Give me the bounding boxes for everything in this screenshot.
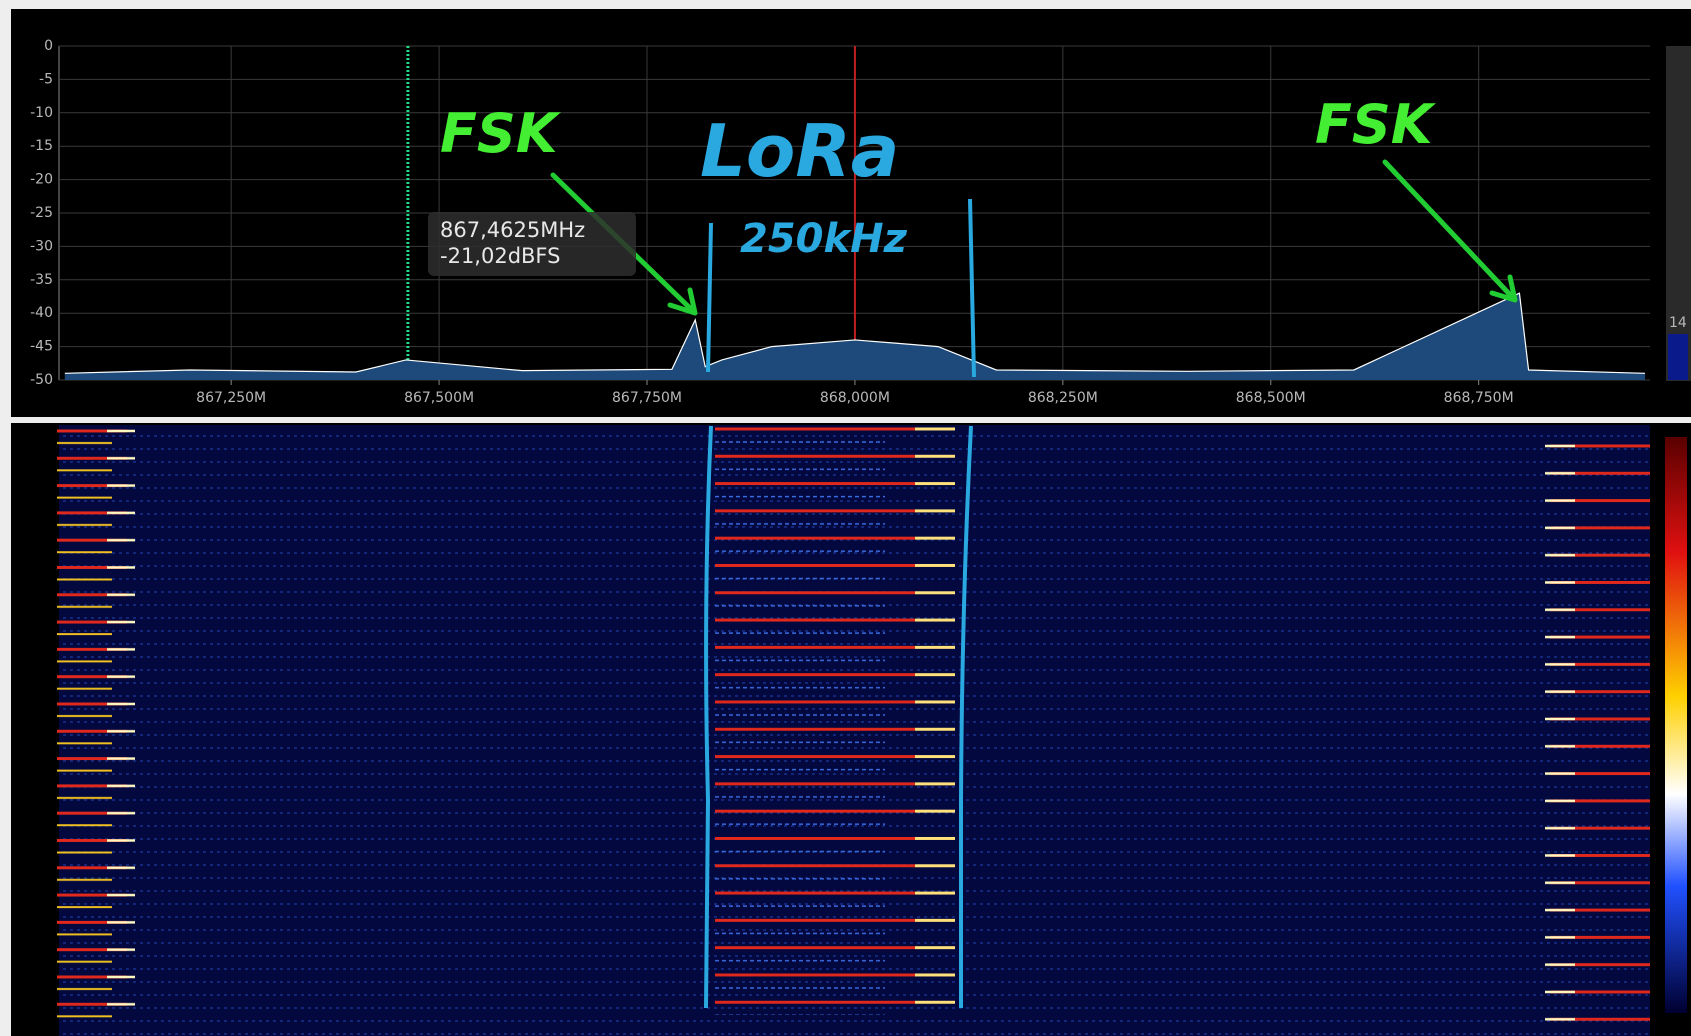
annotation: LoRa [700,109,899,193]
y-tick-label: -35 [30,272,53,288]
x-tick-label: 868,500M [1236,390,1306,406]
y-tick-label: -45 [30,339,53,355]
x-tick-label: 867,750M [612,390,682,406]
waterfall-fsk-bursts [57,428,137,1018]
waterfall-fsk-bursts [1545,443,1650,1033]
scale-level [1668,334,1688,380]
waterfall-lora-bursts [715,425,955,1015]
y-tick-label: -50 [30,372,53,388]
y-tick-label: -25 [30,205,53,221]
x-tick-label: 868,250M [1028,390,1098,406]
x-tick-label: 868,000M [820,390,890,406]
y-tick-label: -40 [30,305,53,321]
tooltip-level: -21,02dBFS [440,244,560,268]
y-tick-label: 0 [44,38,53,54]
page: {"chart_data": {"type": "line", "color":… [0,0,1691,1036]
annotation: 250kHz [740,216,908,262]
y-tick-label: -20 [30,172,53,188]
tooltip-frequency: 867,4625MHz [440,218,585,242]
y-tick-label: -10 [30,105,53,121]
annotation: FSK [440,102,562,165]
x-tick-label: 868,750M [1444,390,1514,406]
colorbar [1665,437,1687,1013]
scale-label: 14 [1669,315,1687,331]
x-tick-label: 867,250M [196,390,266,406]
y-tick-label: -5 [39,71,53,87]
y-tick-label: -30 [30,238,53,254]
annotation: FSK [1315,93,1437,156]
y-tick-label: -15 [30,138,53,154]
sdr-window: 14 0 -5 -10 -15 -20 -25 -30 -35 -40 -45 -50 867,250… [0,0,1691,1036]
x-tick-label: 867,500M [404,390,474,406]
